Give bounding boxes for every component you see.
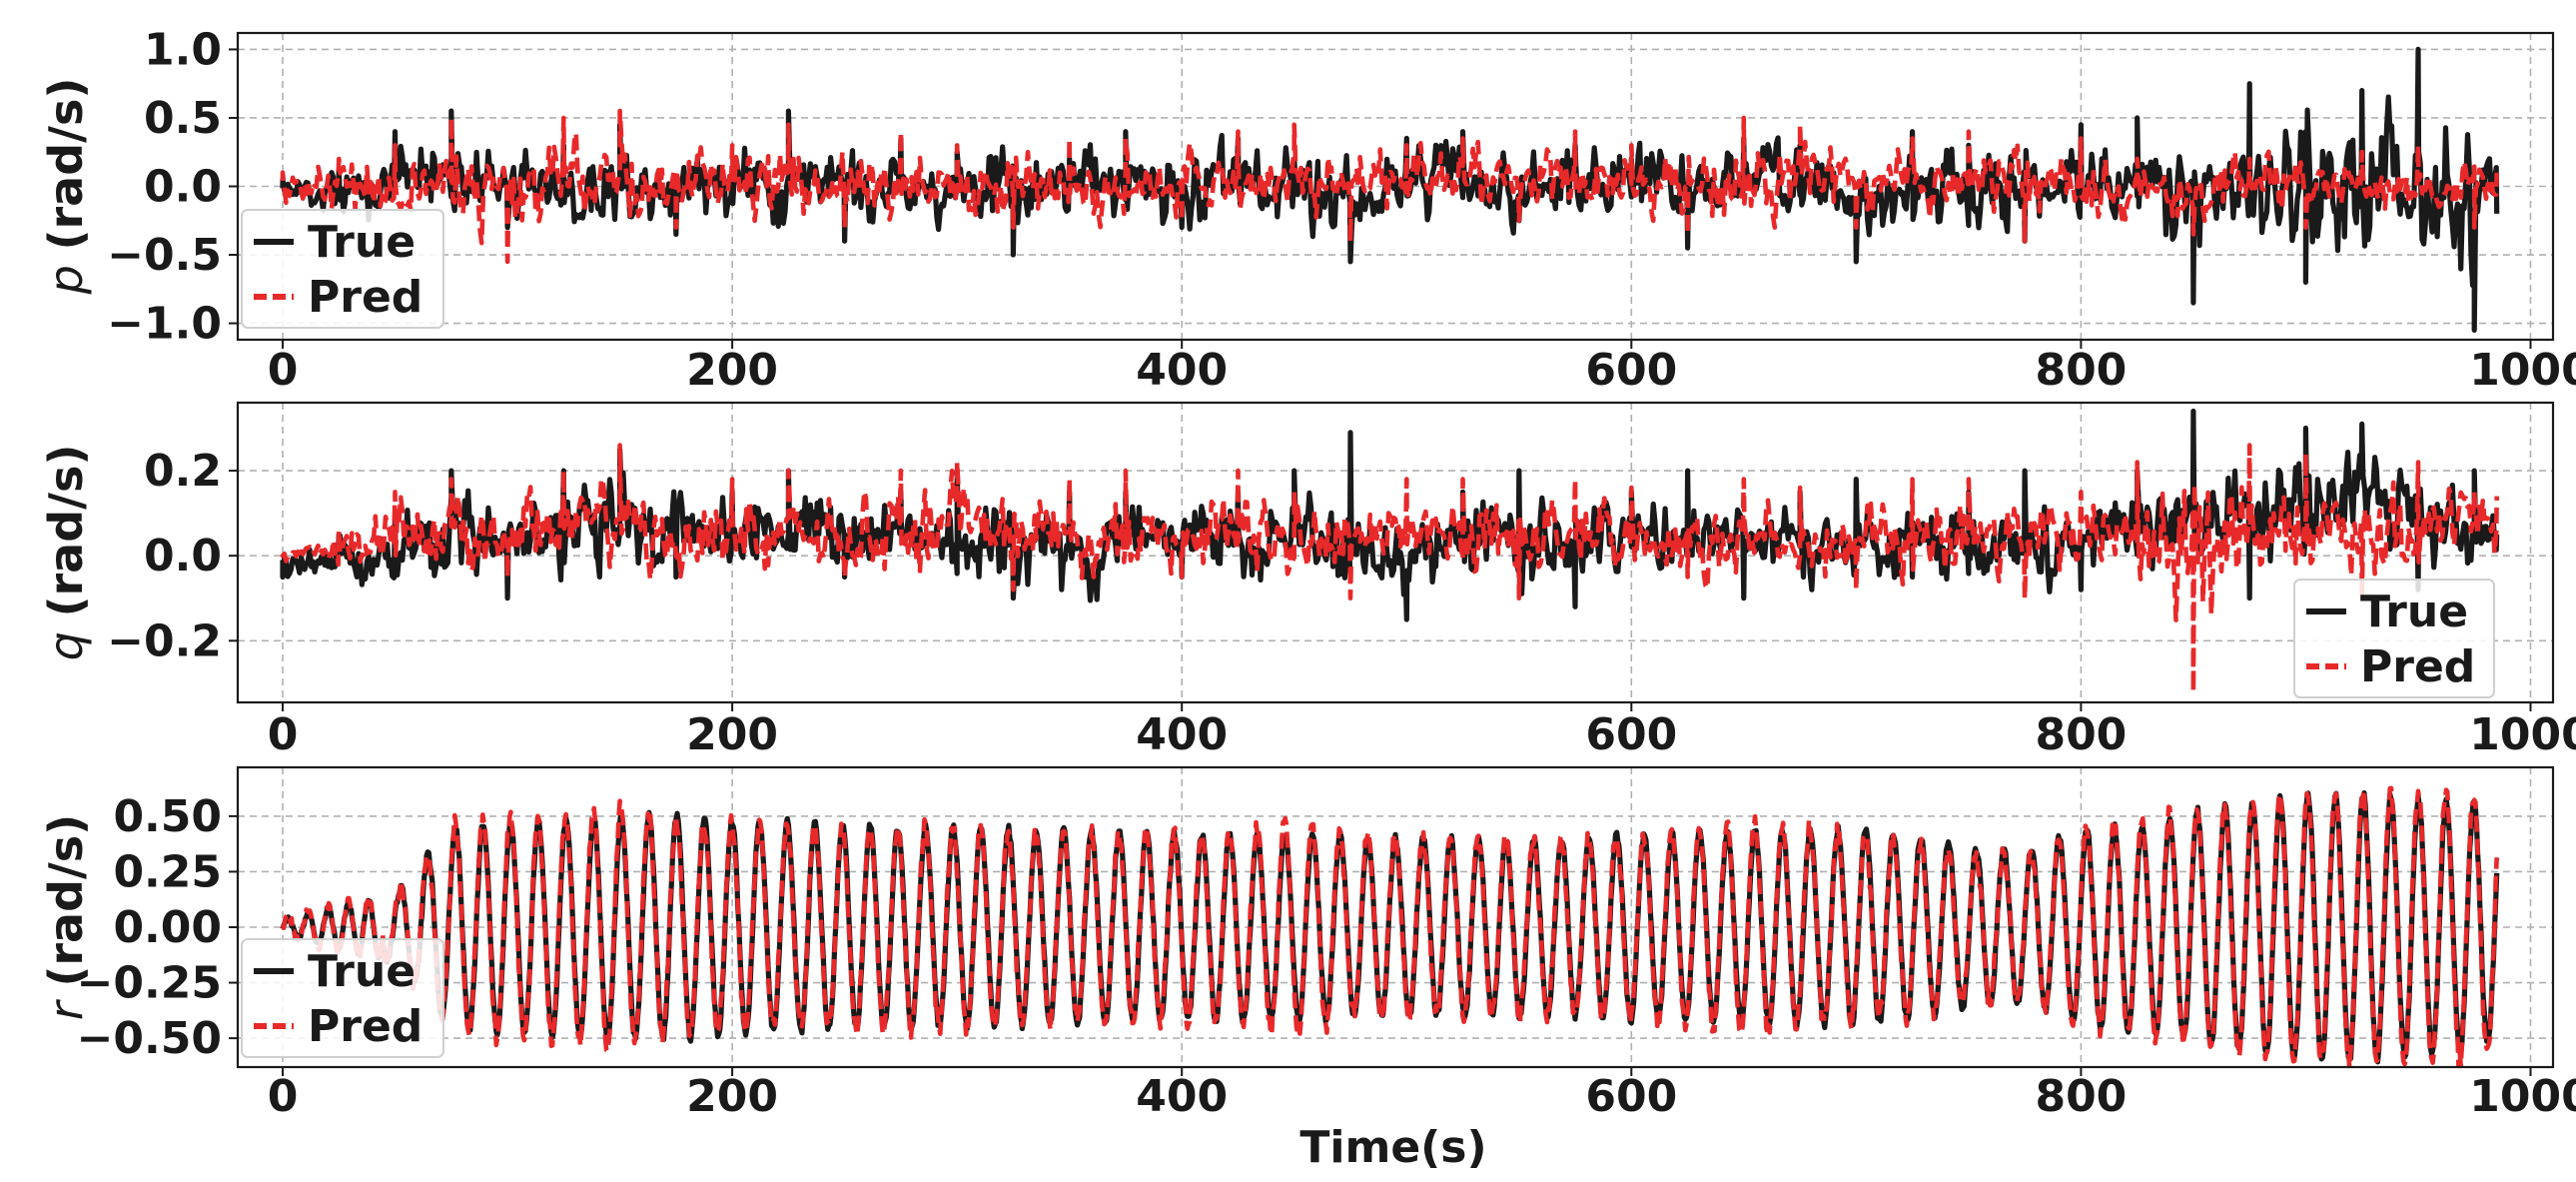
y-tick-label: 0.25: [113, 846, 222, 897]
panel-p: 0 200 400 600 800 1000 −1.0 −0.5 0.0 0.5 1.0 p (rad…: [39, 24, 2576, 396]
legend-label-pred: Pred: [308, 272, 423, 323]
axes-frame: [236, 765, 2555, 1069]
y-tick-label: −0.50: [77, 1013, 222, 1064]
y-tick-label: −1.0: [107, 299, 222, 350]
panel-q: 0 200 400 600 800 1000 −0.2 0.0 0.2 q (rad/s) True…: [39, 401, 2576, 760]
x-tick-label: 400: [1136, 709, 1228, 760]
y-axis-symbol: q: [39, 617, 93, 661]
x-tick-label: 0: [268, 709, 299, 760]
x-tick-label: 200: [686, 709, 778, 760]
x-axis-label: Time(s): [1299, 1122, 1486, 1173]
y-tick-label: 1.0: [144, 24, 222, 75]
y-axis-unit: (rad/s): [39, 445, 93, 617]
y-axis-unit: (rad/s): [39, 814, 93, 987]
legend-label-pred: Pred: [2360, 641, 2475, 692]
x-tick-label: 600: [1585, 709, 1677, 760]
x-tick-label: 0: [268, 1071, 299, 1122]
x-tick-label: 600: [1585, 1071, 1677, 1122]
x-tick-label: 200: [686, 345, 778, 396]
y-axis-label: q (rad/s): [39, 445, 93, 661]
y-tick-label: 0.00: [113, 902, 222, 953]
x-tick-label: 800: [2035, 345, 2127, 396]
x-tick-label: 200: [686, 1071, 778, 1122]
x-tick-label: 800: [2035, 1071, 2127, 1122]
y-tick-label: −0.25: [77, 958, 222, 1009]
series-line-true: [280, 790, 2500, 1065]
series-group: [280, 46, 2500, 333]
y-axis-label: r (rad/s): [39, 814, 93, 1020]
series-group: [280, 785, 2500, 1067]
legend-label-pred: Pred: [308, 1001, 423, 1052]
y-axis-label: p (rad/s): [39, 78, 93, 296]
series-group: [280, 408, 2500, 694]
y-tick-label: 0.0: [144, 531, 222, 582]
y-tick-label: −0.2: [107, 615, 222, 666]
x-tick-label: 400: [1136, 1071, 1228, 1122]
y-tick-label: 0.0: [144, 162, 222, 213]
x-tick-label: 0: [268, 345, 299, 396]
legend-label-true: True: [308, 946, 416, 997]
series-line-pred: [280, 108, 2499, 265]
series-line-pred: [280, 443, 2499, 694]
legend-label-true: True: [2360, 587, 2468, 637]
x-tick-label: 1000: [2469, 709, 2576, 760]
y-axis-symbol: p: [39, 251, 93, 296]
legend-label-true: True: [308, 217, 416, 268]
x-tick-label: 600: [1585, 345, 1677, 396]
y-axis-symbol: r: [39, 987, 93, 1021]
y-tick-label: 0.5: [144, 93, 222, 144]
panel-r: 0 200 400 600 800 1000 −0.50−0.250.000.250.50 r…: [39, 765, 2576, 1173]
x-tick-label: 400: [1136, 345, 1228, 396]
x-tick-label: 800: [2035, 709, 2127, 760]
y-tick-label: 0.2: [144, 446, 222, 497]
y-tick-label: −0.5: [107, 230, 222, 281]
y-tick-label: 0.50: [113, 791, 222, 842]
x-tick-label: 1000: [2469, 345, 2576, 396]
series-line-pred: [280, 785, 2499, 1067]
y-axis-unit: (rad/s): [39, 78, 93, 251]
x-tick-label: 1000: [2469, 1071, 2576, 1122]
axes-frame: [236, 401, 2555, 704]
